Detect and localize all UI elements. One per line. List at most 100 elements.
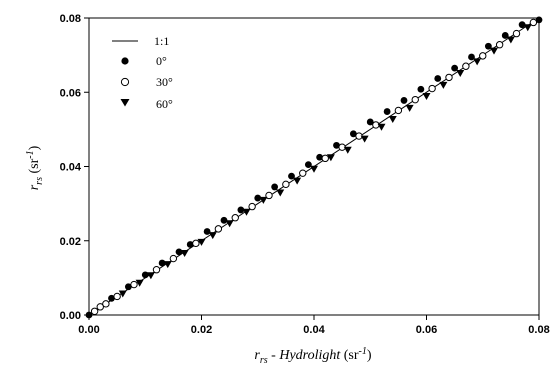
point-30deg (113, 292, 121, 301)
point-30deg (90, 307, 99, 315)
point-30deg (462, 62, 470, 70)
x-tick-label: 0.00 (78, 324, 99, 336)
point-30deg (512, 29, 521, 38)
point-0deg (288, 172, 295, 180)
point-0deg (141, 271, 149, 279)
y-axis-title: rrs (sr-1) (25, 145, 45, 190)
point-0deg (484, 42, 492, 50)
y-tick-label: 0.04 (60, 162, 82, 174)
x-tick-label: 0.02 (191, 324, 212, 336)
point-0deg (85, 311, 93, 319)
point-0deg (383, 108, 391, 115)
legend-marker-filled-circle (121, 57, 129, 65)
point-60deg (506, 36, 515, 44)
point-60deg (388, 115, 397, 123)
point-30deg (321, 154, 329, 163)
point-60deg (197, 238, 206, 246)
point-30deg (529, 18, 538, 27)
point-30deg (152, 266, 161, 274)
legend: 1:1 0° 30° 60° (112, 34, 173, 111)
legend-label-0deg: 0° (156, 54, 167, 68)
point-30deg (192, 239, 200, 248)
point-0deg (451, 64, 459, 72)
point-30deg (248, 202, 256, 211)
x-tick-label: 0.08 (528, 324, 549, 336)
point-60deg (343, 146, 352, 154)
point-30deg (265, 191, 273, 200)
point-0deg (175, 248, 183, 256)
point-30deg (299, 169, 307, 177)
point-30deg (231, 214, 239, 222)
point-60deg (439, 81, 448, 89)
point-30deg (169, 254, 178, 263)
point-60deg (135, 279, 144, 287)
point-60deg (163, 261, 172, 269)
point-30deg (495, 41, 504, 49)
point-0deg (518, 21, 526, 29)
point-0deg (417, 85, 425, 93)
point-0deg (254, 194, 262, 202)
point-0deg (237, 206, 245, 214)
point-30deg (96, 303, 104, 311)
x-axis-title: rrs - Hydrolight (sr-1) (254, 346, 371, 366)
point-60deg (422, 92, 431, 100)
point-60deg (259, 196, 268, 204)
point-60deg (377, 123, 386, 131)
legend-label-1to1: 1:1 (154, 34, 169, 48)
point-0deg (349, 130, 357, 138)
point-0deg (333, 141, 340, 149)
point-30deg (102, 300, 110, 308)
x-tick-label: 0.06 (416, 324, 437, 336)
point-0deg (468, 53, 475, 61)
y-tick-label: 0.00 (60, 310, 81, 322)
axis-ticks: 0.00 0.02 0.04 0.06 0.08 0.00 0.02 0.04 0.06 0.08 (60, 13, 550, 336)
point-60deg (225, 220, 234, 228)
point-30deg (214, 225, 223, 233)
x-tick-label: 0.04 (303, 324, 325, 336)
point-60deg (473, 58, 482, 66)
point-60deg (118, 290, 127, 298)
point-0deg (501, 32, 509, 39)
point-60deg (326, 154, 335, 162)
point-60deg (146, 272, 155, 280)
point-0deg (400, 97, 408, 104)
point-60deg (405, 104, 414, 112)
y-tick-label: 0.08 (60, 13, 81, 25)
point-60deg (490, 47, 498, 55)
point-30deg (445, 73, 453, 82)
point-60deg (208, 232, 217, 240)
point-0deg (108, 294, 115, 302)
data-points (85, 16, 543, 319)
point-60deg (242, 208, 251, 216)
point-0deg (535, 16, 543, 24)
point-0deg (304, 161, 312, 169)
point-0deg (186, 241, 194, 248)
point-60deg (180, 250, 189, 258)
point-60deg (523, 24, 532, 32)
point-0deg (316, 153, 324, 161)
point-30deg (130, 280, 138, 289)
point-30deg (411, 95, 419, 104)
legend-marker-triangle (120, 99, 130, 107)
point-30deg (282, 180, 290, 189)
point-0deg (220, 216, 228, 224)
point-0deg (158, 259, 166, 267)
point-30deg (428, 84, 436, 93)
point-0deg (366, 118, 374, 126)
point-30deg (394, 106, 403, 115)
point-0deg (434, 75, 442, 82)
legend-label-30deg: 30° (156, 75, 173, 89)
legend-marker-open-circle (120, 77, 130, 87)
point-30deg (479, 52, 487, 60)
point-60deg (293, 177, 302, 185)
point-0deg (124, 283, 132, 291)
y-tick-label: 0.06 (60, 87, 81, 99)
point-30deg (372, 121, 380, 129)
point-60deg (276, 189, 285, 197)
point-60deg (360, 135, 369, 143)
y-tick-label: 0.02 (60, 236, 81, 248)
legend-label-60deg: 60° (156, 97, 173, 111)
point-0deg (203, 228, 211, 235)
point-0deg (271, 183, 279, 191)
